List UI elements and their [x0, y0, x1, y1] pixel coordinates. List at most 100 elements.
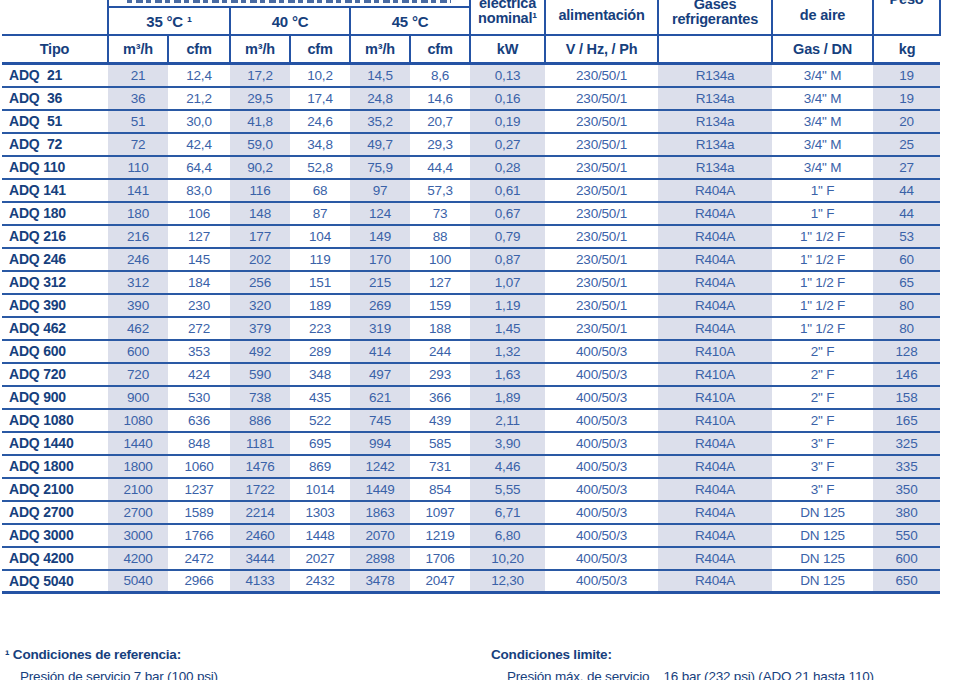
model-name: ADQ 3000 [2, 524, 108, 547]
value-cell: 127 [410, 271, 470, 294]
value-cell: 497 [350, 363, 410, 386]
footnote-reference-title: ¹ Condiciones de referencia: [5, 647, 181, 662]
value-cell: 1,32 [470, 340, 545, 363]
value-cell: 188 [410, 317, 470, 340]
col-header-cfm: cfm [168, 35, 230, 64]
value-cell: 2" F [772, 340, 873, 363]
value-cell: 293 [410, 363, 470, 386]
value-cell: R404A [658, 547, 772, 570]
value-cell: 223 [290, 317, 350, 340]
value-cell: R404A [658, 225, 772, 248]
value-cell: DN 125 [772, 501, 873, 524]
value-cell: 68 [290, 179, 350, 202]
value-cell: 1242 [350, 455, 410, 478]
value-cell: 230/50/1 [545, 64, 658, 87]
model-name: ADQ 600 [2, 340, 108, 363]
value-cell: 20 [873, 110, 940, 133]
table-row: ADQ 180018001060147686912427314,46400/50… [2, 455, 940, 478]
col-header-temp-40: 40 °C [230, 7, 350, 35]
value-cell: 44,4 [410, 156, 470, 179]
table-row: ADQ 6006003534922894142441,32400/50/3R41… [2, 340, 940, 363]
value-cell: 424 [168, 363, 230, 386]
value-cell: 848 [168, 432, 230, 455]
value-cell: 2432 [290, 570, 350, 593]
table-row: ADQ 7207204245903484972931,63400/50/3R41… [2, 363, 940, 386]
value-cell: 0,27 [470, 133, 545, 156]
value-cell: R134a [658, 64, 772, 87]
value-cell: 104 [290, 225, 350, 248]
value-cell: 400/50/3 [545, 432, 658, 455]
value-cell: 17,2 [230, 64, 290, 87]
value-cell: R134a [658, 133, 772, 156]
value-cell: R404A [658, 179, 772, 202]
header-line: de aire [773, 8, 872, 23]
value-cell: 1,63 [470, 363, 545, 386]
value-cell: R404A [658, 478, 772, 501]
value-cell: 1" 1/2 F [772, 248, 873, 271]
value-cell: 230/50/1 [545, 179, 658, 202]
value-cell: 400/50/3 [545, 386, 658, 409]
col-header-temp-45: 45 °C [350, 7, 470, 35]
value-cell: 75,9 [350, 156, 410, 179]
value-cell: 621 [350, 386, 410, 409]
value-cell: 4,46 [470, 455, 545, 478]
value-cell: 3" F [772, 455, 873, 478]
value-cell: 1,07 [470, 271, 545, 294]
model-name: ADQ 141 [2, 179, 108, 202]
value-cell: 400/50/3 [545, 340, 658, 363]
value-cell: R410A [658, 386, 772, 409]
table-row: ADQ 30003000176624601448207012196,80400/… [2, 524, 940, 547]
table-row: ADQ 420042002472344420272898170610,20400… [2, 547, 940, 570]
value-cell: 80 [873, 317, 940, 340]
value-cell: R404A [658, 317, 772, 340]
value-cell: 1863 [350, 501, 410, 524]
value-cell: 30,0 [168, 110, 230, 133]
model-name: ADQ 1440 [2, 432, 108, 455]
value-cell: 0,13 [470, 64, 545, 87]
spec-table: eléctrica nominal¹ alimentación Gases re… [2, 0, 941, 594]
value-cell: DN 125 [772, 547, 873, 570]
value-cell: 17,4 [290, 87, 350, 110]
value-cell: 177 [230, 225, 290, 248]
table-row: ADQ 18018010614887124730,67230/50/1R404A… [2, 202, 940, 225]
value-cell: 29,3 [410, 133, 470, 156]
value-cell: 20,7 [410, 110, 470, 133]
value-cell: 165 [873, 409, 940, 432]
value-cell: R404A [658, 294, 772, 317]
value-cell: 272 [168, 317, 230, 340]
value-cell: 51 [108, 110, 168, 133]
model-name: ADQ 2700 [2, 501, 108, 524]
value-cell: 745 [350, 409, 410, 432]
value-cell: 21,2 [168, 87, 230, 110]
value-cell: 2898 [350, 547, 410, 570]
value-cell: 335 [873, 455, 940, 478]
value-cell: 230 [168, 294, 230, 317]
value-cell: 27 [873, 156, 940, 179]
value-cell: 10,20 [470, 547, 545, 570]
value-cell: 289 [290, 340, 350, 363]
value-cell: 127 [168, 225, 230, 248]
value-cell: 2100 [108, 478, 168, 501]
value-cell: 244 [410, 340, 470, 363]
value-cell: R404A [658, 248, 772, 271]
value-cell: 64,4 [168, 156, 230, 179]
value-cell: 2027 [290, 547, 350, 570]
col-header-type: Tipo [2, 35, 108, 64]
value-cell: 0,28 [470, 156, 545, 179]
value-cell: R410A [658, 363, 772, 386]
value-cell: 2047 [410, 570, 470, 593]
value-cell: 14,6 [410, 87, 470, 110]
value-cell: 1" 1/2 F [772, 317, 873, 340]
value-cell: 1303 [290, 501, 350, 524]
value-cell: 400/50/3 [545, 478, 658, 501]
value-cell: 900 [108, 386, 168, 409]
value-cell: 2" F [772, 363, 873, 386]
col-header-cfm: cfm [410, 35, 470, 64]
value-cell: 90,2 [230, 156, 290, 179]
value-cell: 72 [108, 133, 168, 156]
table-row: ADQ 9009005307384356213661,89400/50/3R41… [2, 386, 940, 409]
value-cell: 145 [168, 248, 230, 271]
value-cell: 400/50/3 [545, 547, 658, 570]
value-cell: R404A [658, 455, 772, 478]
value-cell: 230/50/1 [545, 317, 658, 340]
